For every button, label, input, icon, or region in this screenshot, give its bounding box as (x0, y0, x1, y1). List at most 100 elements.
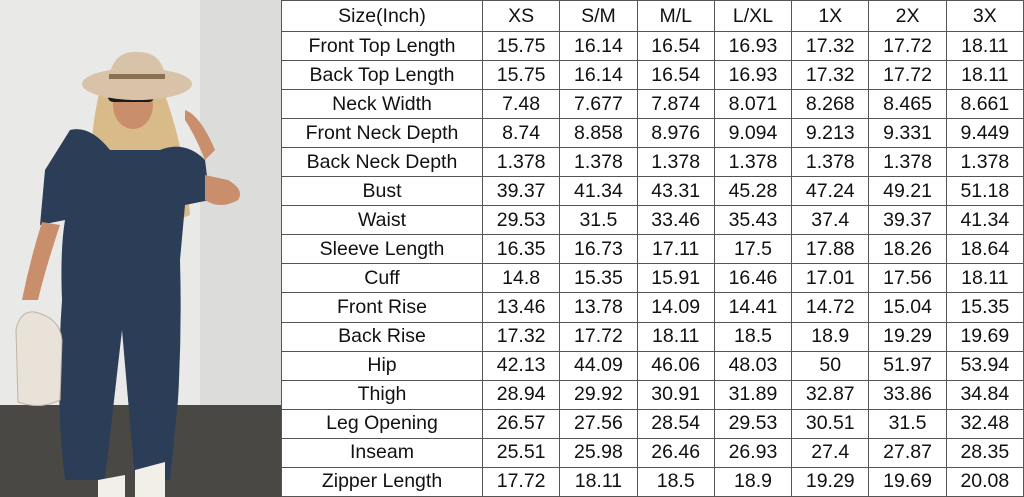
table-cell: 16.93 (713, 31, 793, 62)
table-cell: 13.78 (559, 292, 638, 323)
table-cell: 17.72 (559, 321, 638, 352)
table-cell: 31.5 (868, 408, 947, 439)
row-label: Front Neck Depth (281, 118, 483, 149)
table-cell: 17.11 (636, 234, 715, 265)
table-row: Back Rise 17.32 17.72 18.11 18.5 18.9 19.29 19.… (281, 321, 1024, 352)
table-cell: 16.93 (713, 60, 793, 91)
right-arm (185, 110, 241, 205)
table-cell: 20.08 (945, 466, 1024, 497)
table-cell: 18.26 (868, 234, 947, 265)
left-arm (22, 222, 60, 300)
table-cell: 15.91 (636, 263, 715, 294)
table-cell: 9.449 (945, 118, 1024, 149)
table-cell: 19.69 (945, 321, 1024, 352)
table-cell: 18.9 (791, 321, 870, 352)
row-label: Neck Width (281, 89, 483, 120)
column-header-size: XS (481, 0, 561, 33)
table-cell: 13.46 (481, 292, 561, 323)
table-cell: 47.24 (791, 176, 870, 207)
table-cell: 16.14 (559, 60, 638, 91)
column-header-size: M/L (636, 0, 715, 33)
row-label: Bust (281, 176, 483, 207)
table-cell: 48.03 (713, 350, 793, 381)
table-row: Front Neck Depth 8.74 8.858 8.976 9.094 9.213… (281, 118, 1024, 149)
table-cell: 16.73 (559, 234, 638, 265)
table-cell: 45.28 (713, 176, 793, 207)
table-cell: 15.35 (945, 292, 1024, 323)
table-cell: 17.72 (868, 60, 947, 91)
table-cell: 46.06 (636, 350, 715, 381)
table-cell: 8.661 (945, 89, 1024, 120)
table-cell: 44.09 (559, 350, 638, 381)
row-label: Waist (281, 205, 483, 236)
column-header-size: S/M (559, 0, 638, 33)
table-cell: 50 (791, 350, 870, 381)
table-cell: 18.11 (945, 263, 1024, 294)
table-cell: 18.11 (636, 321, 715, 352)
table-cell: 26.46 (636, 437, 715, 468)
table-cell: 35.43 (713, 205, 793, 236)
table-cell: 18.11 (945, 31, 1024, 62)
table-cell: 9.331 (868, 118, 947, 149)
table-cell: 17.88 (791, 234, 870, 265)
table-cell: 16.46 (713, 263, 793, 294)
table-cell: 15.75 (481, 31, 561, 62)
hat-band (109, 74, 165, 79)
table-cell: 39.37 (481, 176, 561, 207)
table-cell: 14.09 (636, 292, 715, 323)
table-cell: 1.378 (481, 147, 561, 178)
table-cell: 41.34 (945, 205, 1024, 236)
column-header-measurement: Size(Inch) (281, 0, 483, 33)
table-cell: 1.378 (945, 147, 1024, 178)
row-label: Zipper Length (281, 466, 483, 497)
table-row: Zipper Length 17.72 18.11 18.5 18.9 19.29 19.6… (281, 466, 1024, 497)
jumpsuit (40, 129, 210, 480)
table-cell: 53.94 (945, 350, 1024, 381)
table-cell: 34.84 (945, 379, 1024, 410)
handbag (15, 311, 63, 406)
table-cell: 1.378 (713, 147, 793, 178)
table-cell: 29.92 (559, 379, 638, 410)
table-cell: 18.64 (945, 234, 1024, 265)
table-cell: 8.268 (791, 89, 870, 120)
table-cell: 15.75 (481, 60, 561, 91)
table-cell: 7.874 (636, 89, 715, 120)
table-cell: 14.72 (791, 292, 870, 323)
table-cell: 30.91 (636, 379, 715, 410)
table-cell: 29.53 (713, 408, 793, 439)
table-cell: 29.53 (481, 205, 561, 236)
table-cell: 8.465 (868, 89, 947, 120)
table-cell: 30.51 (791, 408, 870, 439)
table-cell: 17.01 (791, 263, 870, 294)
table-cell: 8.071 (713, 89, 793, 120)
table-cell: 27.4 (791, 437, 870, 468)
table-cell: 19.29 (868, 321, 947, 352)
row-label: Front Rise (281, 292, 483, 323)
table-row: Waist 29.53 31.5 33.46 35.43 37.4 39.37 41.34 (281, 205, 1024, 236)
table-cell: 37.4 (791, 205, 870, 236)
table-cell: 18.5 (636, 466, 715, 497)
table-cell: 16.14 (559, 31, 638, 62)
column-header-size: 2X (868, 0, 947, 33)
table-cell: 15.35 (559, 263, 638, 294)
table-cell: 18.11 (945, 60, 1024, 91)
table-cell: 18.9 (713, 466, 793, 497)
table-cell: 17.72 (481, 466, 561, 497)
table-cell: 1.378 (636, 147, 715, 178)
table-cell: 15.04 (868, 292, 947, 323)
table-row: Front Rise 13.46 13.78 14.09 14.41 14.72 15.04… (281, 292, 1024, 323)
row-label: Back Rise (281, 321, 483, 352)
table-cell: 17.32 (791, 60, 870, 91)
size-chart-table: Size(Inch) XS S/M M/L L/XL 1X 2X 3X Front Top Le… (281, 0, 1024, 497)
table-row: Inseam 25.51 25.98 26.46 26.93 27.4 27.87 28.35 (281, 437, 1024, 468)
table-cell: 39.37 (868, 205, 947, 236)
table-cell: 27.56 (559, 408, 638, 439)
table-row: Cuff 14.8 15.35 15.91 16.46 17.01 17.56 18.11 (281, 263, 1024, 294)
table-row: Bust 39.37 41.34 43.31 45.28 47.24 49.21 51.18 (281, 176, 1024, 207)
table-cell: 28.94 (481, 379, 561, 410)
table-cell: 19.69 (868, 466, 947, 497)
table-cell: 8.976 (636, 118, 715, 149)
column-header-size: 3X (945, 0, 1024, 33)
table-cell: 8.74 (481, 118, 561, 149)
table-cell: 17.72 (868, 31, 947, 62)
